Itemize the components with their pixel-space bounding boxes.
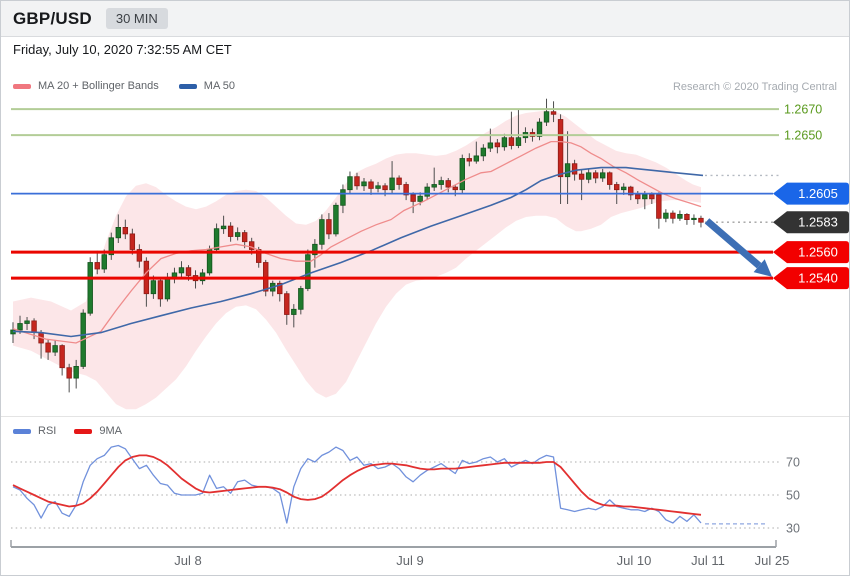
- price-badge-1.2605: [773, 182, 849, 205]
- x-axis-label-Jul-11: Jul 11: [691, 553, 725, 568]
- level-lines: [11, 108, 779, 280]
- legend-item-rsi: RSI: [13, 425, 56, 437]
- rsi-scale-label-30: 30: [786, 522, 800, 536]
- price-level-label-1.2650: 1.2650: [784, 129, 822, 143]
- panel-divider: [1, 416, 849, 417]
- rsi-line: [12, 444, 702, 524]
- ma50-swatch-icon: [178, 83, 197, 89]
- price-badge-1.2560: [773, 241, 849, 264]
- x-axis: Jul 8 Jul 9 Jul 10 Jul 11 Jul 25: [10, 540, 790, 568]
- legend-label: 9MA: [99, 425, 122, 437]
- bollinger-band: [13, 110, 701, 410]
- legend-item-9ma: 9MA: [74, 425, 122, 437]
- legend-label: MA 50: [203, 80, 235, 92]
- price-badge-1.2540: [773, 267, 849, 290]
- ma50-line: [12, 166, 704, 338]
- rsi-swatch-icon: [13, 428, 31, 434]
- price-level-label-1.2670: 1.2670: [784, 103, 822, 117]
- x-axis-label-Jul-10: Jul 10: [617, 553, 652, 568]
- x-axis-label-Jul-25: Jul 25: [755, 553, 790, 568]
- main-price-chart[interactable]: 1.2670 1.2650 1.2605 1.2583 1.2560 1.2540: [1, 97, 850, 417]
- symbol-title: GBP/USD: [13, 8, 92, 28]
- rsi-scale-label-50: 50: [786, 489, 800, 503]
- legend-label: MA 20 + Bollinger Bands: [38, 80, 159, 92]
- header-bar: GBP/USD 30 MIN: [1, 1, 849, 37]
- research-watermark: Research © 2020 Trading Central: [672, 81, 837, 93]
- x-axis-label-Jul-8: Jul 8: [174, 553, 201, 568]
- candlesticks: [10, 98, 704, 393]
- price-badge-label-1.2540: 1.2540: [798, 271, 838, 286]
- trend-arrow: [704, 218, 772, 277]
- rsi-panel-chart[interactable]: 70 50 30 Jul 8 Jul 9 Jul 10 Jul 11 Jul 25: [1, 419, 850, 576]
- x-axis-label-Jul-9: Jul 9: [396, 553, 423, 568]
- main-chart-legend: MA 20 + Bollinger Bands MA 50: [13, 80, 235, 92]
- ma20-bollinger-swatch-icon: [13, 83, 31, 89]
- price-badges: 1.2670 1.2650 1.2605 1.2583 1.2560 1.2540: [773, 103, 849, 290]
- price-badge-label-1.2605: 1.2605: [798, 186, 838, 201]
- rsi-gridlines: 70 50 30: [11, 456, 800, 536]
- legend-label: RSI: [38, 425, 57, 437]
- rsi-9ma-line: [12, 454, 702, 516]
- nine-ma-swatch-icon: [74, 428, 93, 434]
- rsi-scale-label-70: 70: [786, 456, 800, 470]
- legend-item-ma50: MA 50: [178, 80, 235, 92]
- price-badge-label-1.2560: 1.2560: [798, 245, 838, 260]
- legend-item-ma20-bollinger: MA 20 + Bollinger Bands: [13, 80, 159, 92]
- price-badge-1.2583: [773, 211, 849, 234]
- rsi-legend: RSI 9MA: [13, 425, 122, 437]
- price-badge-label-1.2583: 1.2583: [798, 215, 838, 230]
- date-line: Friday, July 10, 2020 7:32:55 AM CET: [13, 42, 232, 57]
- timeframe-badge: 30 MIN: [105, 8, 168, 29]
- ma20-line: [12, 140, 702, 344]
